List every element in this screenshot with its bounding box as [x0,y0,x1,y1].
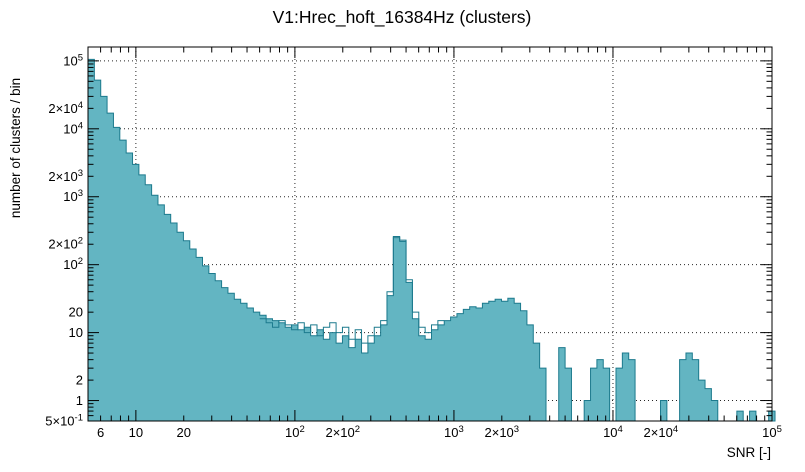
svg-text:10: 10 [69,325,83,340]
x-axis-title: SNR [-] [727,445,771,460]
svg-text:2×103: 2×103 [485,424,520,440]
svg-text:6: 6 [97,425,104,440]
histogram-series [87,58,776,422]
svg-text:2: 2 [76,373,83,388]
svg-text:2×104: 2×104 [48,100,83,116]
svg-text:105: 105 [762,424,782,440]
y-axis-title: number of clusters / bin [8,78,23,218]
svg-text:2×102: 2×102 [48,236,83,252]
axes: 6 10 20 102 2×102 103 2×103 104 2×104 1051052×104… [45,46,782,440]
svg-text:5×10-1: 5×10-1 [45,413,83,429]
svg-text:105: 105 [63,52,83,68]
svg-text:102: 102 [63,256,83,272]
svg-text:20: 20 [177,425,191,440]
svg-text:2×104: 2×104 [644,424,679,440]
svg-text:2×103: 2×103 [48,168,83,184]
svg-text:102: 102 [285,424,305,440]
svg-text:2×102: 2×102 [325,424,360,440]
svg-text:104: 104 [603,424,623,440]
svg-text:103: 103 [444,424,464,440]
svg-text:103: 103 [63,188,83,204]
chart-title: V1:Hrec_hoft_16384Hz (clusters) [273,7,532,28]
svg-text:10: 10 [129,425,143,440]
svg-text:1: 1 [76,393,83,408]
svg-text:20: 20 [69,305,83,320]
svg-text:104: 104 [63,120,83,136]
